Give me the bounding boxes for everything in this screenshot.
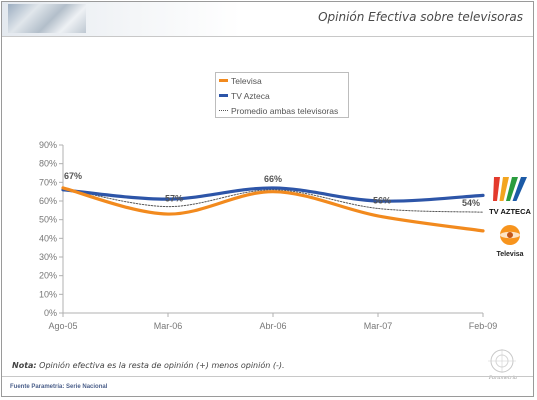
legend-label: TV Azteca <box>231 90 270 101</box>
footnote-label: Nota: <box>12 361 37 370</box>
y-tick-label: 40% <box>39 233 57 243</box>
legend-item-promedio: Promedio ambas televisoras <box>219 104 338 117</box>
y-tick-label: 20% <box>39 271 57 281</box>
legend-swatch <box>219 79 228 82</box>
legend-label: Promedio ambas televisoras <box>231 105 339 116</box>
data-label: 66% <box>264 174 282 184</box>
televisa-logo-text: Televisa <box>496 251 523 258</box>
legend-item-tv-azteca: TV Azteca <box>219 89 270 102</box>
data-labels: 67% 57% 66% 56% 54% <box>64 171 480 208</box>
y-tick-label: 90% <box>39 140 57 150</box>
chart-legend: Televisa TV Azteca Promedio ambas televi… <box>215 72 349 118</box>
tv-azteca-logo-stripe <box>506 177 518 201</box>
series-line-tv-azteca <box>61 186 485 203</box>
chart-axes <box>59 144 484 317</box>
legend-swatch <box>219 110 228 111</box>
source-label: Fuente Parametría: Serie Nacional <box>10 384 108 390</box>
legend-item-televisa: Televisa <box>219 74 262 87</box>
y-tick-labels: 0% 10% 20% 30% 40% 50% 60% 70% 80% 90% <box>39 140 57 318</box>
x-tick-label: Abr-06 <box>259 321 286 331</box>
footnote: Nota: Opinión efectiva es la resta de op… <box>12 361 285 370</box>
x-tick-labels: Ago-05 Mar-06 Abr-06 Mar-07 Feb-09 <box>48 321 497 331</box>
x-tick-label: Mar-06 <box>154 321 183 331</box>
parametria-brand: Parametría <box>488 375 517 381</box>
legend-swatch <box>219 94 228 97</box>
y-tick-label: 80% <box>39 159 57 169</box>
footnote-text: Opinión efectiva es la resta de opinión … <box>36 361 285 370</box>
y-tick-label: 0% <box>44 308 57 318</box>
x-tick-label: Mar-07 <box>364 321 393 331</box>
data-label: 57% <box>165 194 183 204</box>
televisa-logo: Televisa <box>496 225 524 258</box>
data-label: 56% <box>373 195 391 205</box>
y-tick-label: 50% <box>39 215 57 225</box>
tv-azteca-logo-text: TV AZTECA <box>489 207 531 216</box>
tv-azteca-logo-stripe <box>493 177 500 201</box>
data-label: 67% <box>64 171 82 181</box>
series-line-televisa <box>61 186 485 233</box>
parametria-logo-icon <box>488 349 516 373</box>
series-line-promedio-ambas-televisoras <box>62 187 484 213</box>
y-tick-label: 30% <box>39 252 57 262</box>
y-tick-label: 70% <box>39 177 57 187</box>
header-strip: Opinión Efectiva sobre televisoras <box>2 2 533 37</box>
y-tick-label: 60% <box>39 196 57 206</box>
y-tick-label: 10% <box>39 289 57 299</box>
x-tick-label: Ago-05 <box>48 321 77 331</box>
footer-divider <box>2 376 533 377</box>
x-tick-label: Feb-09 <box>469 321 498 331</box>
tv-azteca-logo-stripe <box>512 177 527 201</box>
legend-label: Televisa <box>231 75 262 86</box>
header-photo <box>8 4 86 33</box>
tv-azteca-logo-stripe <box>499 177 509 201</box>
line-chart: 0% 10% 20% 30% 40% 50% 60% 70% 80% 90% Ago-05 Mar-… <box>39 140 497 331</box>
televisa-logo-center <box>507 232 513 238</box>
data-label: 54% <box>462 198 480 208</box>
page-title: Opinión Efectiva sobre televisoras <box>318 10 523 24</box>
televisa-logo-mark <box>500 225 520 245</box>
tv-azteca-logo: TV AZTECA <box>489 177 531 216</box>
tv-azteca-logo-mark <box>493 177 527 201</box>
series-lines <box>61 186 485 233</box>
